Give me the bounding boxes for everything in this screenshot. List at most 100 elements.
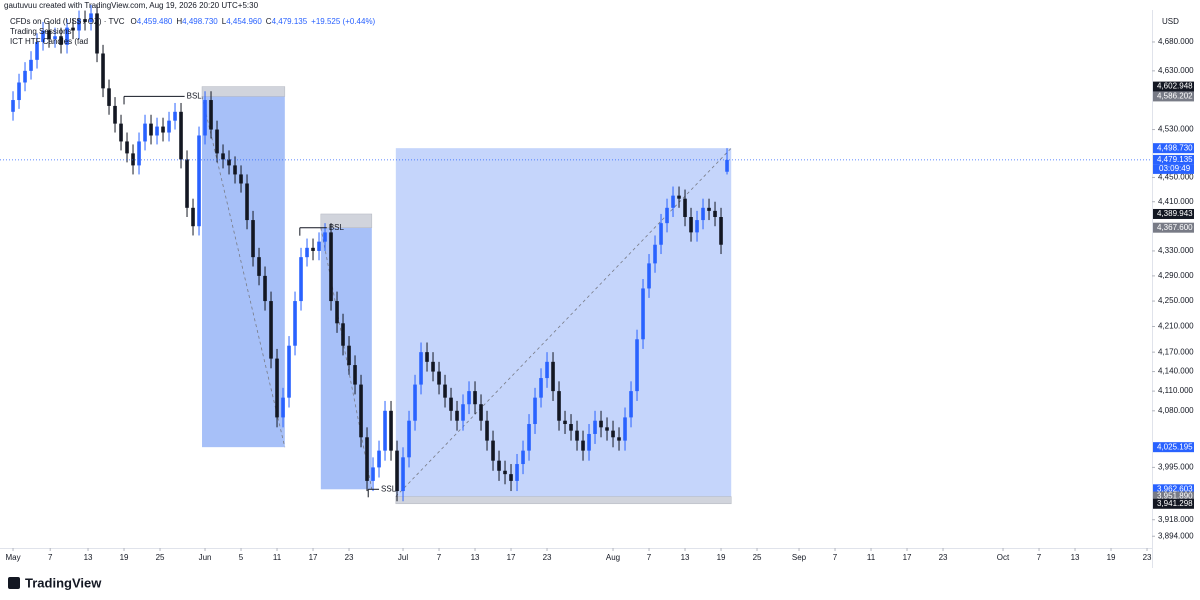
x-tick-label: 19: [717, 553, 726, 562]
candle-body: [677, 195, 681, 199]
x-tick-label: 19: [1107, 553, 1116, 562]
candle-body: [167, 120, 171, 133]
candle-body: [83, 19, 87, 22]
zone-cap: [395, 496, 732, 505]
candle-body: [425, 352, 429, 362]
y-tick-label: 4,450.000: [1158, 173, 1194, 182]
x-tick-label: 13: [471, 553, 480, 562]
y-tick-label: 3,894.000: [1158, 531, 1194, 540]
zone-cap: [201, 86, 286, 97]
candle-body: [299, 257, 303, 302]
x-tick-label: 23: [1143, 553, 1152, 562]
price-label-bg: [1153, 498, 1194, 509]
candle-body: [371, 467, 375, 481]
price-label: 4,602.948: [1157, 82, 1193, 91]
countdown-bg: [1153, 164, 1194, 174]
x-tick-label: 17: [507, 553, 516, 562]
logo-icon: [8, 577, 20, 589]
candle-body: [527, 424, 531, 451]
candle-body: [653, 244, 657, 264]
candle-body: [365, 437, 369, 481]
candle-body: [227, 159, 231, 166]
candle-body: [719, 217, 723, 245]
candle-body: [149, 123, 153, 136]
candle-body: [395, 450, 399, 492]
y-tick-label: 4,110.000: [1158, 386, 1194, 395]
candle-body: [647, 263, 651, 289]
candle-body: [143, 123, 147, 142]
zone-cap: [320, 213, 373, 228]
candle-body: [275, 358, 279, 418]
candle-body: [203, 100, 207, 136]
candle-body: [341, 323, 345, 346]
price-label-bg: [1153, 491, 1194, 502]
candle-body: [35, 41, 39, 60]
x-tick-label: 7: [437, 553, 442, 562]
candle-body: [53, 36, 57, 40]
candle-body: [287, 345, 291, 398]
candle-body: [353, 365, 357, 385]
candle-body: [221, 153, 225, 160]
price-label: 4,479.135: [1157, 155, 1193, 164]
candle-body: [605, 427, 609, 431]
candle-body: [137, 141, 141, 166]
price-label-bg: [1153, 208, 1194, 219]
candle-body: [623, 417, 627, 441]
candle-body: [131, 153, 135, 166]
candle-body: [269, 301, 273, 359]
y-tick-label: 4,170.000: [1158, 347, 1194, 356]
candle-body: [509, 474, 513, 481]
candle-body: [707, 207, 711, 211]
ohlc-key: H: [176, 17, 182, 26]
candle-body: [389, 410, 393, 451]
candle-body: [23, 70, 27, 83]
y-tick-label: 3,918.000: [1158, 515, 1194, 524]
ohlc-key: L: [222, 17, 227, 26]
candle-body: [701, 207, 705, 221]
y-tick-label: 4,680.000: [1158, 37, 1194, 46]
candle-body: [317, 241, 321, 251]
x-tick-label: Sep: [792, 553, 807, 562]
y-tick-label: 4,630.000: [1158, 66, 1194, 75]
candle-body: [323, 232, 327, 242]
candle-body: [59, 36, 63, 45]
currency: USD: [1162, 17, 1179, 26]
candle-body: [659, 223, 663, 245]
candle-body: [533, 397, 537, 425]
candle-body: [77, 19, 81, 31]
annotation-label: BSL: [187, 92, 203, 101]
candle-body: [467, 391, 471, 405]
x-tick-label: Jul: [398, 553, 408, 562]
candle-body: [557, 391, 561, 421]
annotation-label: SSL: [381, 484, 397, 493]
candle-body: [713, 210, 717, 218]
y-tick-label: 4,290.000: [1158, 271, 1194, 280]
y-tick-label: 4,330.000: [1158, 246, 1194, 255]
indicator: ICT HTF Candles (fad: [10, 37, 88, 46]
candle-body: [413, 384, 417, 421]
candle-body: [461, 404, 465, 421]
candle-body: [257, 257, 261, 276]
y-tick-label: 4,250.000: [1158, 296, 1194, 305]
price-label-bg: [1153, 484, 1194, 495]
y-tick-label: 4,080.000: [1158, 406, 1194, 415]
price-label-bg: [1153, 91, 1194, 102]
candle-body: [107, 88, 111, 106]
candle-body: [437, 371, 441, 385]
candle-body: [281, 397, 285, 418]
x-tick-label: 13: [84, 553, 93, 562]
x-tick-label: 7: [48, 553, 53, 562]
candle-body: [329, 232, 333, 302]
candle-body: [401, 457, 405, 492]
candle-body: [689, 217, 693, 233]
x-tick-label: 11: [273, 553, 282, 562]
price-label-bg: [1153, 154, 1194, 165]
candle-body: [545, 361, 549, 379]
countdown: 03:09:49: [1159, 164, 1191, 173]
candle-body: [251, 220, 255, 258]
candle-body: [563, 420, 567, 425]
price-label-bg: [1153, 81, 1194, 92]
candle-body: [359, 384, 363, 438]
candle-body: [89, 13, 93, 22]
